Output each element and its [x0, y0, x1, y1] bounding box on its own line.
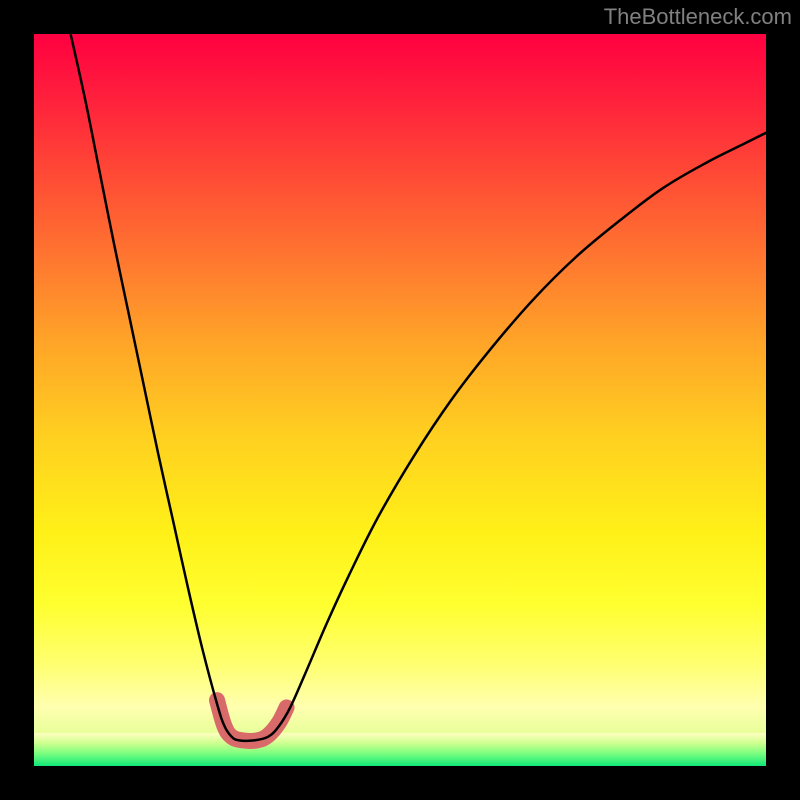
chart-canvas: TheBottleneck.com	[0, 0, 800, 800]
curve-layer	[34, 34, 766, 766]
main-curve	[71, 34, 766, 741]
plot-area	[34, 34, 766, 766]
watermark-label: TheBottleneck.com	[604, 4, 792, 30]
highlight-curve	[217, 700, 287, 741]
